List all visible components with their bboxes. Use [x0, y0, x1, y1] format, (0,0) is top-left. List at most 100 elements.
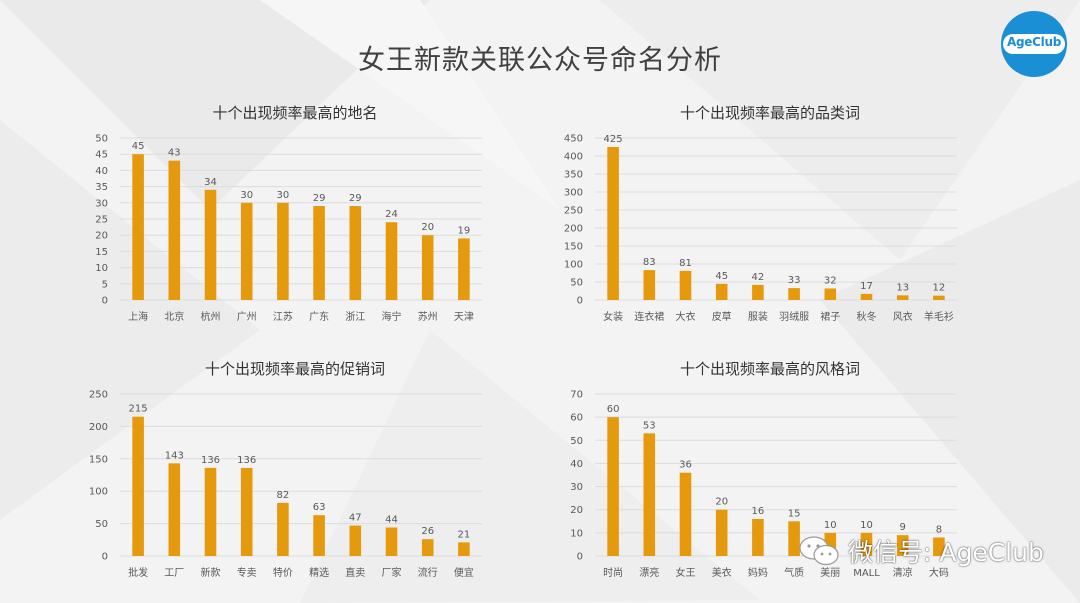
chart-style-words: 十个出现频率最高的风格词 0 10 20 30 40 50 60 70 60 时尚 53 漂亮 36 女王 2…: [570, 360, 957, 579]
bar: [168, 463, 181, 556]
data-label: 143: [165, 450, 184, 461]
y-tick-label: 40: [570, 459, 583, 470]
data-label: 60: [607, 404, 620, 415]
y-tick-label: 400: [564, 152, 583, 163]
y-tick-label: 30: [95, 198, 108, 209]
y-tick-label: 25: [95, 215, 108, 226]
y-tick-label: 300: [564, 188, 583, 199]
data-label: 42: [752, 272, 765, 283]
chart-category-words: 十个出现频率最高的品类词 0 50 100 150 200 250 300 350 400 450 4…: [564, 104, 957, 323]
data-label: 16: [752, 506, 765, 517]
bar: [896, 535, 909, 556]
data-label: 30: [240, 190, 253, 201]
y-tick-label: 250: [89, 390, 108, 401]
x-tick-label: 羊毛衫: [924, 310, 954, 323]
bar: [349, 206, 362, 300]
data-label: 30: [277, 190, 290, 201]
data-label: 24: [385, 209, 398, 220]
data-label: 33: [788, 275, 801, 286]
bar: [824, 532, 837, 556]
y-tick-label: 35: [95, 182, 108, 193]
x-tick-label: 流行: [418, 566, 438, 579]
data-label: 29: [349, 193, 362, 204]
chart-promotion-words: 十个出现频率最高的促销词 0 50 100 150 200 250 215 批发 143 工厂 136…: [89, 360, 482, 579]
y-tick-label: 0: [577, 552, 583, 563]
wechat-icon: [799, 536, 839, 566]
x-tick-label: 广州: [237, 311, 257, 323]
x-tick-label: 皮草: [712, 310, 732, 323]
data-label: 12: [933, 283, 946, 294]
data-label: 136: [201, 455, 220, 466]
bar: [421, 539, 434, 556]
bar: [313, 206, 325, 300]
data-label: 34: [204, 177, 217, 188]
y-tick-label: 200: [89, 422, 108, 433]
wechat-watermark: 微信号: AgeClub: [798, 533, 1044, 569]
y-tick-label: 10: [570, 528, 583, 539]
data-label: 45: [715, 271, 728, 282]
data-label: 53: [643, 420, 656, 431]
x-tick-label: 秋冬: [857, 310, 877, 323]
x-tick-label: 羽绒服: [779, 310, 809, 323]
x-tick-label: 连衣裙: [634, 310, 664, 323]
x-tick-label: 美衣: [712, 566, 732, 579]
data-label: 32: [824, 275, 837, 286]
bar: [788, 288, 800, 300]
bar: [204, 467, 217, 556]
y-tick-label: 10: [95, 263, 108, 274]
bar: [679, 270, 692, 300]
bar: [204, 189, 217, 300]
y-tick-label: 15: [95, 247, 108, 258]
x-tick-label: 女装: [603, 310, 623, 323]
data-label: 47: [349, 513, 362, 524]
bar: [824, 288, 837, 300]
data-label: 26: [421, 526, 434, 537]
x-tick-label: 特价: [273, 567, 293, 579]
x-tick-label: 服装: [748, 310, 768, 323]
bar: [277, 202, 289, 300]
chart-title: 十个出现频率最高的地名: [212, 104, 377, 122]
y-tick-label: 0: [102, 552, 108, 563]
bar: [385, 222, 398, 300]
data-label: 136: [237, 455, 256, 466]
x-tick-label: 天津: [454, 311, 474, 323]
x-tick-label: 裙子: [820, 310, 840, 323]
y-tick-label: 100: [564, 260, 583, 271]
y-tick-label: 150: [89, 454, 108, 465]
y-tick-label: 0: [102, 296, 108, 307]
x-tick-label: 批发: [128, 566, 148, 579]
chart-title: 十个出现频率最高的品类词: [680, 104, 860, 122]
x-tick-label: MALL: [853, 568, 880, 579]
bar: [788, 521, 800, 556]
bar: [752, 284, 764, 300]
y-tick-label: 50: [570, 278, 583, 289]
x-tick-label: 新款: [201, 566, 221, 579]
bar: [715, 283, 728, 300]
bar: [458, 238, 470, 300]
data-label: 15: [788, 508, 801, 519]
y-tick-label: 200: [564, 224, 583, 235]
data-label: 215: [129, 404, 148, 415]
x-tick-label: 工厂: [164, 568, 184, 579]
page-title: 女王新款关联公众号命名分析: [358, 45, 722, 76]
y-tick-label: 30: [570, 482, 583, 493]
y-tick-label: 50: [570, 436, 583, 447]
y-tick-label: 0: [577, 296, 583, 307]
bar: [643, 270, 656, 300]
x-tick-label: 浙江: [345, 311, 365, 323]
x-tick-label: 清凉: [893, 566, 913, 579]
data-label: 63: [313, 502, 326, 513]
data-label: 43: [168, 148, 181, 159]
bar: [896, 295, 909, 300]
data-label: 21: [458, 529, 471, 540]
y-tick-label: 350: [564, 170, 583, 181]
x-tick-label: 气质: [784, 566, 804, 579]
logo-text: AgeClub: [1007, 35, 1061, 49]
bar: [277, 502, 289, 556]
bar: [679, 472, 692, 556]
x-tick-label: 大衣: [676, 310, 696, 323]
x-tick-label: 专卖: [237, 566, 257, 579]
x-tick-label: 厂家: [382, 566, 402, 579]
y-tick-label: 250: [564, 206, 583, 217]
x-tick-label: 广东: [309, 310, 329, 323]
